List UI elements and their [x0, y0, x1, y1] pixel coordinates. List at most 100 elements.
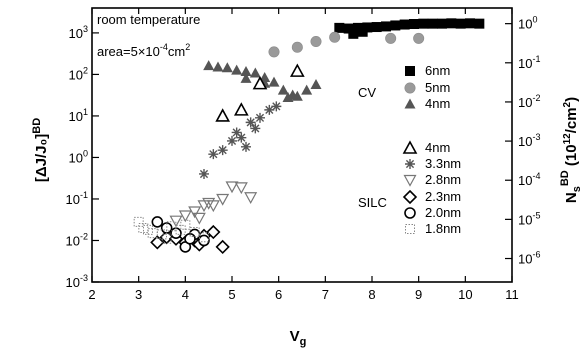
y-left-tick-label: 103 — [69, 24, 88, 41]
series-cv-6nm — [334, 18, 485, 39]
x-tick-label: 8 — [368, 287, 375, 302]
data-point — [231, 64, 243, 75]
data-point — [241, 141, 251, 152]
data-point — [225, 181, 239, 194]
data-point — [301, 84, 313, 95]
data-point — [161, 233, 172, 244]
data-point — [268, 76, 280, 87]
data-point — [188, 206, 202, 219]
data-point — [385, 32, 397, 44]
y-left-tick-label: 10-3 — [66, 273, 88, 290]
data-marks — [133, 18, 485, 255]
data-point — [240, 65, 252, 76]
legend-label: 6nm — [425, 63, 450, 78]
legend-group-label: SILC — [358, 195, 387, 210]
data-point — [189, 227, 200, 238]
data-point — [271, 101, 282, 112]
series-cv-5nm — [268, 31, 425, 58]
data-point — [236, 132, 247, 143]
y-left-tick-label: 101 — [69, 107, 88, 124]
data-point — [203, 60, 215, 71]
data-point — [199, 232, 209, 243]
data-point — [215, 108, 231, 122]
series-silc-2_0nm — [151, 216, 210, 253]
data-point — [289, 63, 305, 77]
data-point — [310, 78, 322, 89]
data-point — [329, 31, 341, 43]
plot-frame — [91, 7, 513, 283]
data-point — [334, 22, 345, 33]
y-right-tick-label: 100 — [518, 15, 537, 32]
y-left-tick-label: 10-1 — [66, 190, 88, 207]
x-tick-label: 9 — [415, 287, 422, 302]
data-point — [178, 210, 192, 223]
data-point — [381, 21, 391, 32]
data-point — [390, 20, 401, 31]
data-point — [147, 228, 158, 239]
data-point — [250, 123, 261, 134]
data-point — [287, 89, 299, 100]
data-point — [180, 219, 191, 230]
legend-label: 3.3nm — [425, 156, 461, 171]
x-tick-label: 4 — [182, 287, 189, 302]
annotation: room temperature area=5×10-4cm2 — [97, 12, 200, 59]
legend-group-label: CV — [358, 85, 376, 100]
data-point — [264, 104, 275, 115]
data-point — [212, 61, 224, 72]
legend-label: 5nm — [425, 80, 450, 95]
y-axis-right-label: NsBD (1012/cm2) — [559, 97, 583, 203]
data-point — [227, 135, 237, 146]
data-point — [427, 18, 438, 29]
legend-label: 4nm — [425, 140, 450, 155]
series-silc-2_8nm — [169, 181, 258, 228]
data-point — [208, 149, 219, 160]
annotation-room-temperature: room temperature — [97, 12, 200, 27]
data-point — [233, 102, 249, 116]
x-axis-label: Vg — [290, 328, 307, 348]
data-point — [206, 224, 221, 240]
data-point — [215, 239, 230, 255]
data-point — [198, 234, 210, 247]
data-point — [234, 182, 248, 195]
legend-marker — [402, 140, 418, 154]
y-right-tick-label: 10-5 — [518, 210, 540, 227]
legend-label: 2.3nm — [425, 189, 461, 204]
data-point — [244, 192, 258, 204]
data-point — [240, 72, 252, 83]
y-right-tick-label: 10-2 — [518, 93, 540, 110]
series-cv-4nm — [203, 60, 322, 102]
y-left-tick-label: 10-2 — [66, 231, 88, 248]
data-point — [446, 18, 457, 29]
data-point — [231, 127, 242, 138]
legend-label: 4nm — [425, 96, 450, 111]
x-tick-label: 5 — [228, 287, 235, 302]
data-point — [166, 221, 177, 232]
data-point — [199, 168, 209, 179]
data-point — [357, 26, 368, 37]
data-point — [437, 18, 447, 29]
legend-label: 2.8nm — [425, 172, 461, 187]
x-tick-label: 6 — [275, 287, 282, 302]
data-point — [348, 28, 359, 39]
legend-marker — [403, 174, 417, 187]
data-point — [277, 84, 289, 95]
series-silc-3_3nm — [199, 101, 282, 179]
legend-label: 2.0nm — [425, 205, 461, 220]
data-point — [409, 19, 419, 30]
legend-marker — [404, 98, 416, 109]
data-point — [249, 67, 261, 78]
x-tick-label: 10 — [458, 287, 472, 302]
data-point — [217, 145, 228, 156]
legend: CV6nm5nm4nmSILC4nm3.3nm2.8nm2.3nm2.0nm1.… — [358, 63, 461, 236]
ticks: 2 3 4 5 6 7 8 9 10 11 10-3 10-2 10-1 100 101 102 103 10-6… — [66, 8, 540, 302]
data-point — [221, 62, 233, 73]
legend-marker — [404, 207, 416, 219]
data-point — [169, 215, 183, 228]
data-point — [268, 46, 280, 58]
data-point — [291, 41, 303, 53]
data-point — [138, 222, 149, 233]
data-point — [465, 18, 475, 29]
annotation-area: area=5×10-4cm2 — [97, 42, 190, 59]
data-point — [245, 117, 256, 128]
